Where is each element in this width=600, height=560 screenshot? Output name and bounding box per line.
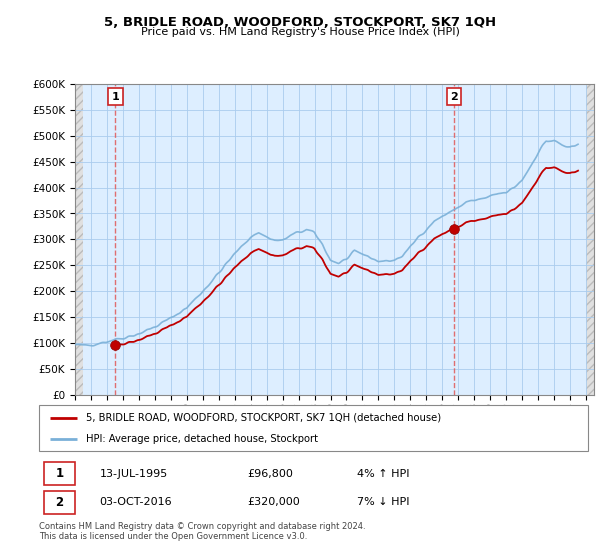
Text: 2: 2 xyxy=(56,496,64,509)
Text: 2: 2 xyxy=(451,92,458,102)
FancyBboxPatch shape xyxy=(44,463,74,486)
Text: 5, BRIDLE ROAD, WOODFORD, STOCKPORT, SK7 1QH (detached house): 5, BRIDLE ROAD, WOODFORD, STOCKPORT, SK7… xyxy=(86,413,441,423)
FancyBboxPatch shape xyxy=(39,405,588,451)
Text: 4% ↑ HPI: 4% ↑ HPI xyxy=(358,469,410,479)
Text: £96,800: £96,800 xyxy=(248,469,293,479)
Text: 1: 1 xyxy=(112,92,119,102)
Text: Contains HM Land Registry data © Crown copyright and database right 2024.
This d: Contains HM Land Registry data © Crown c… xyxy=(39,522,365,542)
Text: 1: 1 xyxy=(56,468,64,480)
Bar xyxy=(586,84,594,395)
Text: £320,000: £320,000 xyxy=(248,497,301,507)
Text: 7% ↓ HPI: 7% ↓ HPI xyxy=(358,497,410,507)
Text: Price paid vs. HM Land Registry's House Price Index (HPI): Price paid vs. HM Land Registry's House … xyxy=(140,27,460,37)
FancyBboxPatch shape xyxy=(44,491,74,514)
Text: 5, BRIDLE ROAD, WOODFORD, STOCKPORT, SK7 1QH: 5, BRIDLE ROAD, WOODFORD, STOCKPORT, SK7… xyxy=(104,16,496,29)
Text: 13-JUL-1995: 13-JUL-1995 xyxy=(100,469,167,479)
Bar xyxy=(75,84,83,395)
Text: HPI: Average price, detached house, Stockport: HPI: Average price, detached house, Stoc… xyxy=(86,435,317,444)
Text: 03-OCT-2016: 03-OCT-2016 xyxy=(100,497,172,507)
